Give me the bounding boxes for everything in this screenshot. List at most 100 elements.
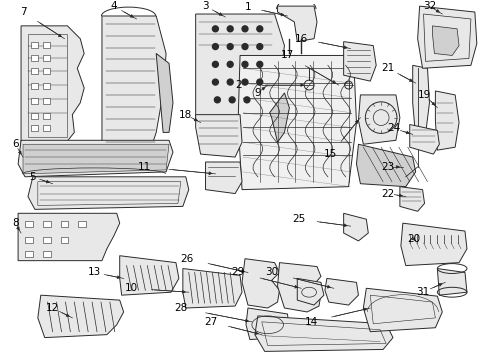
Polygon shape bbox=[61, 221, 68, 227]
Text: 22: 22 bbox=[381, 189, 394, 199]
Polygon shape bbox=[42, 42, 50, 48]
Polygon shape bbox=[42, 221, 51, 227]
Polygon shape bbox=[42, 68, 50, 74]
Polygon shape bbox=[409, 125, 438, 154]
Text: 2: 2 bbox=[234, 80, 241, 90]
Polygon shape bbox=[343, 42, 375, 81]
Text: 7: 7 bbox=[20, 7, 26, 17]
Text: 25: 25 bbox=[292, 214, 305, 224]
Polygon shape bbox=[42, 113, 50, 118]
Text: 31: 31 bbox=[415, 287, 428, 297]
Polygon shape bbox=[42, 126, 50, 131]
Circle shape bbox=[256, 61, 262, 67]
Text: 20: 20 bbox=[407, 234, 419, 244]
Polygon shape bbox=[120, 256, 179, 295]
Polygon shape bbox=[434, 91, 458, 150]
Polygon shape bbox=[412, 65, 428, 137]
Text: 23: 23 bbox=[381, 162, 394, 172]
Polygon shape bbox=[242, 259, 279, 308]
Polygon shape bbox=[31, 113, 38, 118]
Polygon shape bbox=[38, 295, 123, 338]
Text: 10: 10 bbox=[125, 283, 138, 293]
Polygon shape bbox=[277, 6, 316, 42]
Polygon shape bbox=[436, 269, 466, 295]
Polygon shape bbox=[31, 83, 38, 89]
Polygon shape bbox=[343, 213, 367, 241]
Polygon shape bbox=[78, 221, 86, 227]
Text: 28: 28 bbox=[174, 303, 187, 313]
Text: 29: 29 bbox=[231, 267, 244, 278]
Polygon shape bbox=[23, 144, 169, 174]
Polygon shape bbox=[297, 278, 323, 305]
Text: 6: 6 bbox=[12, 139, 19, 149]
Text: 4: 4 bbox=[110, 1, 117, 11]
Circle shape bbox=[242, 26, 247, 32]
Text: 26: 26 bbox=[180, 254, 193, 264]
Circle shape bbox=[256, 26, 262, 32]
Circle shape bbox=[229, 97, 235, 103]
Polygon shape bbox=[31, 98, 38, 104]
Polygon shape bbox=[61, 237, 68, 243]
Polygon shape bbox=[195, 14, 284, 147]
Polygon shape bbox=[31, 126, 38, 131]
Text: 5: 5 bbox=[29, 172, 36, 182]
Polygon shape bbox=[356, 144, 415, 187]
Polygon shape bbox=[205, 162, 242, 194]
Circle shape bbox=[244, 97, 249, 103]
Text: 27: 27 bbox=[203, 317, 217, 327]
Circle shape bbox=[242, 44, 247, 50]
Polygon shape bbox=[245, 308, 289, 339]
Polygon shape bbox=[21, 26, 84, 147]
Polygon shape bbox=[42, 237, 51, 243]
Text: 8: 8 bbox=[12, 218, 19, 228]
Circle shape bbox=[227, 61, 233, 67]
Circle shape bbox=[227, 79, 233, 85]
Circle shape bbox=[214, 97, 220, 103]
Polygon shape bbox=[363, 288, 441, 332]
Text: 15: 15 bbox=[324, 149, 337, 159]
Polygon shape bbox=[399, 187, 424, 211]
Polygon shape bbox=[25, 237, 33, 243]
Polygon shape bbox=[42, 251, 51, 257]
Text: 9: 9 bbox=[254, 88, 261, 98]
Polygon shape bbox=[42, 55, 50, 61]
Text: 21: 21 bbox=[381, 63, 394, 73]
Circle shape bbox=[256, 79, 262, 85]
Circle shape bbox=[212, 61, 218, 67]
Text: 19: 19 bbox=[417, 90, 430, 100]
Polygon shape bbox=[324, 278, 358, 305]
Text: 17: 17 bbox=[280, 50, 293, 60]
Circle shape bbox=[227, 44, 233, 50]
Circle shape bbox=[242, 79, 247, 85]
Text: 11: 11 bbox=[138, 162, 151, 172]
Text: 24: 24 bbox=[386, 123, 400, 134]
Circle shape bbox=[256, 44, 262, 50]
Text: 1: 1 bbox=[244, 2, 251, 12]
Text: 30: 30 bbox=[264, 267, 278, 278]
Text: 18: 18 bbox=[179, 110, 192, 120]
Circle shape bbox=[212, 44, 218, 50]
Polygon shape bbox=[42, 83, 50, 89]
Polygon shape bbox=[31, 55, 38, 61]
Circle shape bbox=[212, 26, 218, 32]
Polygon shape bbox=[183, 269, 242, 308]
Polygon shape bbox=[42, 98, 50, 104]
Circle shape bbox=[242, 61, 247, 67]
Polygon shape bbox=[31, 42, 38, 48]
Circle shape bbox=[227, 26, 233, 32]
Text: 13: 13 bbox=[87, 267, 101, 278]
Polygon shape bbox=[417, 6, 476, 68]
Polygon shape bbox=[18, 140, 173, 177]
Polygon shape bbox=[156, 54, 173, 132]
Polygon shape bbox=[25, 251, 33, 257]
Polygon shape bbox=[238, 55, 356, 190]
Polygon shape bbox=[31, 68, 38, 74]
Polygon shape bbox=[254, 316, 392, 351]
Text: 32: 32 bbox=[422, 1, 435, 11]
Polygon shape bbox=[195, 114, 242, 157]
Text: 14: 14 bbox=[304, 317, 317, 327]
Circle shape bbox=[212, 79, 218, 85]
Polygon shape bbox=[277, 263, 320, 312]
Polygon shape bbox=[25, 221, 33, 227]
Polygon shape bbox=[269, 93, 289, 142]
